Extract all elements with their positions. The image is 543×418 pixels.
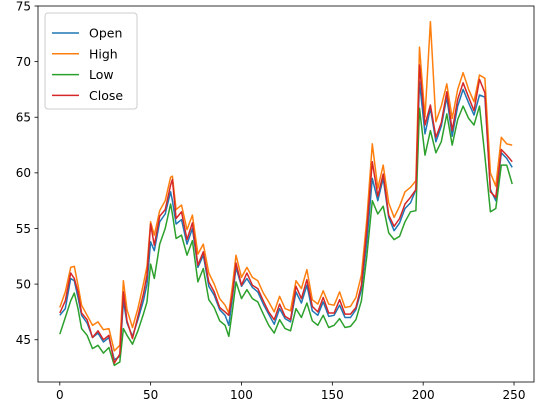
legend-label-low: Low bbox=[89, 67, 114, 82]
x-tick-label: 200 bbox=[412, 388, 435, 402]
y-tick-label: 55 bbox=[16, 222, 31, 236]
series-line-close bbox=[59, 64, 513, 364]
series-line-low bbox=[59, 105, 513, 367]
x-tick-label: 0 bbox=[56, 388, 64, 402]
legend[interactable]: Open High Low Close bbox=[44, 12, 138, 110]
x-tick-label: 150 bbox=[321, 388, 344, 402]
series-line-high bbox=[59, 20, 513, 352]
legend-box bbox=[44, 12, 138, 110]
legend-label-close: Close bbox=[89, 88, 123, 103]
x-axis: 0 50 100 150 200 250 bbox=[56, 382, 525, 402]
legend-label-high: High bbox=[89, 46, 118, 61]
y-tick-label: 70 bbox=[16, 55, 31, 69]
plot-frame bbox=[37, 5, 535, 383]
y-tick-label: 50 bbox=[16, 277, 31, 291]
y-axis: 45 50 55 60 65 70 75 bbox=[16, 0, 38, 347]
x-tick-label: 100 bbox=[230, 388, 253, 402]
legend-label-open: Open bbox=[89, 26, 122, 41]
series-layer bbox=[59, 20, 513, 367]
y-tick-label: 60 bbox=[16, 166, 31, 180]
y-tick-label: 65 bbox=[16, 111, 31, 125]
x-tick-label: 50 bbox=[143, 388, 158, 402]
y-tick-label: 75 bbox=[16, 0, 31, 13]
y-tick-label: 45 bbox=[16, 333, 31, 347]
x-tick-label: 250 bbox=[503, 388, 526, 402]
